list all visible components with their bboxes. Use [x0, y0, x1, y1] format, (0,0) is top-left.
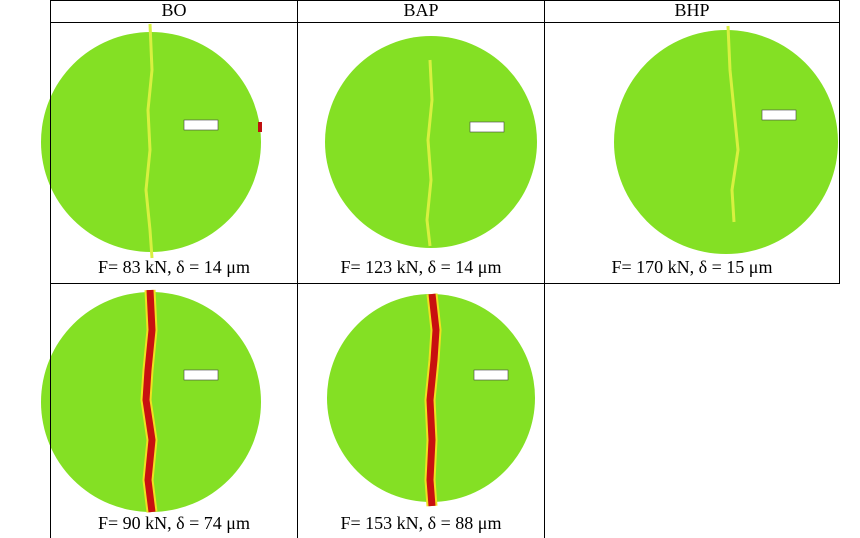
- table-borders: [50, 0, 840, 538]
- caption: F= 90 kN, δ = 74 μm: [98, 513, 250, 533]
- crack: [726, 25, 740, 223]
- specimen-images: [41, 23, 838, 513]
- label-box: [183, 119, 219, 131]
- caption: F= 83 kN, δ = 14 μm: [98, 257, 250, 277]
- label-box: [469, 121, 505, 133]
- crack: [144, 23, 154, 259]
- label-box: [761, 109, 797, 121]
- crack: [142, 289, 156, 513]
- caption: F= 170 kN, δ = 15 μm: [612, 257, 773, 277]
- crack: [425, 59, 434, 247]
- label-box: [473, 369, 509, 381]
- header-cell: BAP: [403, 0, 438, 20]
- header-cell: BO: [161, 0, 186, 20]
- spot: [258, 122, 262, 132]
- caption: F= 123 kN, δ = 14 μm: [341, 257, 502, 277]
- label-box: [183, 369, 219, 381]
- crack: [426, 293, 440, 507]
- header-cell: BHP: [674, 0, 709, 20]
- specimen: [325, 36, 537, 248]
- caption: F= 153 kN, δ = 88 μm: [341, 513, 502, 533]
- specimen: [614, 30, 838, 254]
